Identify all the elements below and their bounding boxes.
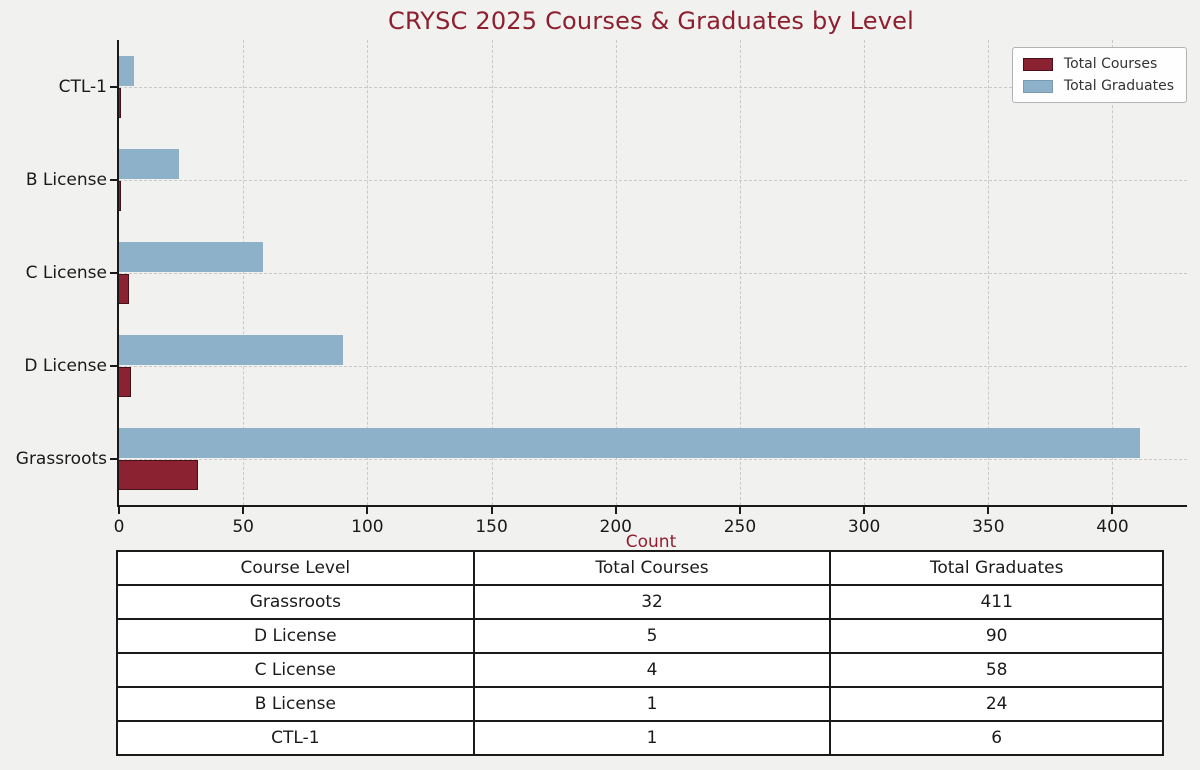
legend-item-total-graduates: Total Graduates (1022, 78, 1174, 94)
x-tick-mark (987, 507, 990, 514)
y-gridline (119, 458, 1187, 460)
table-row: CTL-1 1 6 (116, 720, 1164, 756)
x-tick-mark (366, 507, 369, 514)
y-gridline (119, 272, 1187, 274)
x-tick-mark (242, 507, 245, 514)
y-tick-mark (110, 271, 117, 274)
plot-area: Total Courses Total Graduates 0 50 100 150 2… (16, 40, 1187, 537)
courses-bar (119, 273, 129, 304)
y-tick-label: CTL-1 (58, 76, 107, 97)
legend-item-total-courses: Total Courses (1022, 56, 1174, 72)
x-tick-label: 50 (232, 517, 254, 537)
courses-bar (119, 459, 199, 490)
header-cell-course-level: Course Level (116, 550, 475, 586)
table-cell: 411 (829, 584, 1164, 620)
table-cell: 1 (472, 720, 832, 756)
x-tick-mark (738, 507, 741, 514)
table-header-row: Course Level Total Courses Total Graduat… (116, 550, 1164, 586)
x-tick-mark (118, 507, 120, 514)
table-cell: 32 (472, 584, 832, 620)
x-tick-label: 300 (847, 517, 881, 537)
table-row: D License 5 90 (116, 618, 1164, 654)
x-tick-mark (1111, 507, 1114, 514)
header-cell-total-courses: Total Courses (472, 550, 832, 586)
y-tick-label: D License (24, 355, 107, 376)
y-gridline (119, 179, 1187, 181)
table-cell: 58 (829, 652, 1164, 688)
x-tick-label: 0 (113, 517, 125, 537)
y-tick-mark (110, 364, 117, 367)
table-cell: 4 (472, 652, 832, 688)
courses-bar (119, 366, 132, 397)
table-cell: 5 (472, 618, 832, 654)
y-tick-label: C License (25, 262, 107, 283)
header-cell-total-graduates: Total Graduates (829, 550, 1164, 586)
legend-label-total-graduates: Total Graduates (1063, 78, 1174, 94)
x-tick-label: 200 (599, 517, 632, 537)
graduates-bar (119, 148, 179, 179)
chart-title: CRYSC 2025 Courses & Graduates by Level (387, 7, 914, 35)
x-tick-label: 150 (475, 517, 508, 537)
y-tick-mark (110, 457, 117, 460)
y-tick-mark (110, 178, 117, 181)
y-tick-mark (110, 85, 117, 88)
y-tick-label: B License (25, 169, 107, 190)
total-graduates-swatch-icon (1022, 79, 1053, 93)
table-cell: CTL-1 (116, 720, 475, 756)
courses-bar (119, 180, 122, 211)
x-tick-label: 350 (972, 517, 1005, 537)
x-tick-mark (490, 507, 493, 514)
table-cell: 90 (829, 618, 1164, 654)
table-cell: 24 (829, 686, 1164, 722)
graduates-bar (119, 334, 343, 365)
x-tick-label: 400 (1096, 517, 1129, 537)
y-gridline (119, 365, 1187, 367)
legend: Total Courses Total Graduates (1011, 47, 1187, 103)
x-tick-label: 250 (723, 517, 757, 537)
table-cell: 6 (829, 720, 1164, 756)
x-tick-label: 100 (351, 517, 384, 537)
table-row: B License 1 24 (116, 686, 1164, 722)
graduates-bar (119, 55, 134, 86)
table-cell: C License (116, 652, 475, 688)
total-courses-swatch-icon (1022, 57, 1053, 71)
table-cell: B License (116, 686, 475, 722)
summary-table: Course Level Total Courses Total Graduat… (116, 550, 1164, 756)
x-tick-mark (863, 507, 866, 514)
graduates-bar (119, 241, 264, 272)
graduates-bar (119, 427, 1140, 458)
y-tick-label: Grassroots (15, 448, 107, 469)
legend-label-total-courses: Total Courses (1063, 56, 1158, 72)
table-row: C License 4 58 (116, 652, 1164, 688)
courses-bar (119, 87, 122, 118)
x-axis-label: Count (625, 532, 677, 552)
table-cell: D License (116, 618, 475, 654)
x-tick-mark (614, 507, 617, 514)
table-cell: Grassroots (116, 584, 475, 620)
table-row: Grassroots 32 411 (116, 584, 1164, 620)
y-gridline (119, 86, 1187, 88)
table-cell: 1 (472, 686, 832, 722)
